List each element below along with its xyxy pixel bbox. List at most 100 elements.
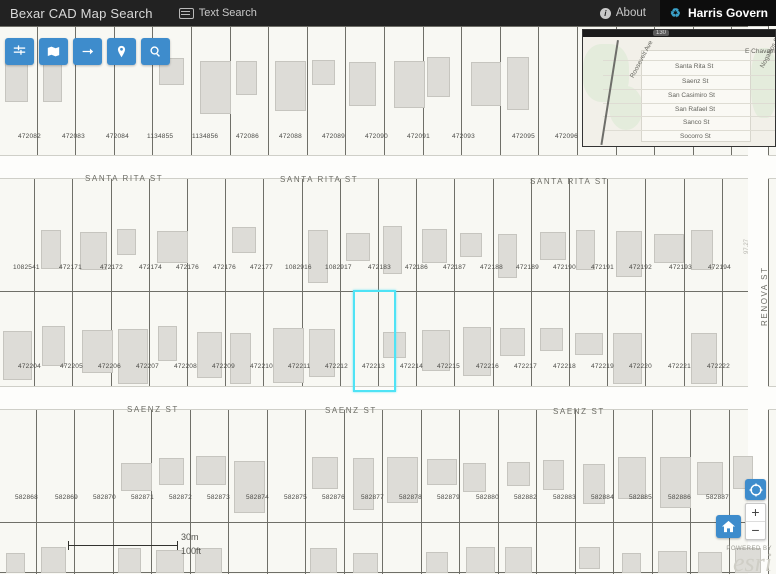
parcel-id-472192[interactable]: 472192 — [629, 264, 652, 271]
parcel-id-472215[interactable]: 472215 — [437, 363, 460, 370]
powered-by-label: POWERED BY — [726, 546, 772, 552]
parcel-id-472174[interactable]: 472174 — [139, 264, 162, 271]
parcel-id-472177[interactable]: 472177 — [250, 264, 273, 271]
home-button[interactable] — [716, 515, 741, 538]
map-canvas[interactable]: SANTA RITA ST SANTA RITA ST SANTA RITA ST S… — [0, 26, 776, 574]
parcel-id-472213[interactable]: 472213 — [362, 363, 385, 370]
parcel-id-472084[interactable]: 472084 — [106, 133, 129, 140]
parcel-id-472190[interactable]: 472190 — [553, 264, 576, 271]
parcel-id-472219[interactable]: 472219 — [591, 363, 614, 370]
parcel-id-472207[interactable]: 472207 — [136, 363, 159, 370]
search-button[interactable] — [141, 38, 170, 65]
parcel-id-472188[interactable]: 472188 — [480, 264, 503, 271]
parcel-id-472082[interactable]: 472082 — [18, 133, 41, 140]
parcel-id-472210[interactable]: 472210 — [250, 363, 273, 370]
parcel-boundary-v-b-10 — [378, 177, 379, 291]
overview-map[interactable]: 130 Santa Rita St Saenz St San Casimiro St… — [582, 29, 776, 147]
parcel-id-472089[interactable]: 472089 — [322, 133, 345, 140]
building-footprint — [583, 464, 605, 504]
parcel-id-472205[interactable]: 472205 — [60, 363, 83, 370]
parcel-id-472221[interactable]: 472221 — [668, 363, 691, 370]
building-footprint — [691, 333, 717, 384]
parcel-id-472220[interactable]: 472220 — [629, 363, 652, 370]
text-search-button[interactable]: Text Search — [178, 7, 257, 19]
parcel-id-472217[interactable]: 472217 — [514, 363, 537, 370]
parcel-id-472212[interactable]: 472212 — [325, 363, 348, 370]
parcel-id-582880[interactable]: 582880 — [476, 494, 499, 501]
parcel-id-582875[interactable]: 582875 — [284, 494, 307, 501]
parcel-id-582878[interactable]: 582878 — [399, 494, 422, 501]
parcel-id-582887[interactable]: 582887 — [706, 494, 729, 501]
parcel-boundary-v-d-1 — [36, 408, 37, 522]
parcel-id-472186[interactable]: 472186 — [405, 264, 428, 271]
parcel-id-472086[interactable]: 472086 — [236, 133, 259, 140]
parcel-id-472214[interactable]: 472214 — [400, 363, 423, 370]
parcel-id-472083[interactable]: 472083 — [62, 133, 85, 140]
parcel-id-472176[interactable]: 472176 — [176, 264, 199, 271]
parcel-id-582870[interactable]: 582870 — [93, 494, 116, 501]
building-footprint — [697, 462, 723, 495]
parcel-id-582872[interactable]: 582872 — [169, 494, 192, 501]
parcel-id-472091[interactable]: 472091 — [407, 133, 430, 140]
parcel-id-472209[interactable]: 472209 — [212, 363, 235, 370]
parcel-id-472183[interactable]: 472183 — [368, 264, 391, 271]
parcel-id-472095[interactable]: 472095 — [512, 133, 535, 140]
parcel-id-1134856[interactable]: 1134856 — [192, 133, 219, 140]
parcel-boundary-v-a-4 — [152, 26, 153, 155]
parcel-id-472204[interactable]: 472204 — [18, 363, 41, 370]
parcel-id-582883[interactable]: 582883 — [553, 494, 576, 501]
measure-button[interactable] — [73, 38, 102, 65]
parcel-id-472088[interactable]: 472088 — [279, 133, 302, 140]
parcel-id-582868[interactable]: 582868 — [15, 494, 38, 501]
parcel-id-582886[interactable]: 582886 — [668, 494, 691, 501]
parcel-id-582869[interactable]: 582869 — [55, 494, 78, 501]
parcel-id-472093[interactable]: 472093 — [452, 133, 475, 140]
parcel-id-582871[interactable]: 582871 — [131, 494, 154, 501]
parcel-id-472172[interactable]: 472172 — [100, 264, 123, 271]
parcel-id-1082916[interactable]: 1082916 — [285, 264, 312, 271]
scale-bar-line: 30m 100ft — [68, 532, 201, 556]
parcel-id-472191[interactable]: 472191 — [591, 264, 614, 271]
parcel-id-582873[interactable]: 582873 — [207, 494, 230, 501]
basemap-button[interactable] — [39, 38, 68, 65]
parcel-id-582874[interactable]: 582874 — [246, 494, 269, 501]
parcel-id-472218[interactable]: 472218 — [553, 363, 576, 370]
parcel-id-472211[interactable]: 472211 — [288, 363, 311, 370]
parcel-id-472189[interactable]: 472189 — [516, 264, 539, 271]
parcel-id-472222[interactable]: 472222 — [707, 363, 730, 370]
parcel-id-1134855[interactable]: 1134855 — [147, 133, 174, 140]
parcel-id-582884[interactable]: 582884 — [591, 494, 614, 501]
parcel-id-582879[interactable]: 582879 — [437, 494, 460, 501]
layers-filter-button[interactable] — [5, 38, 34, 65]
parcel-id-472176[interactable]: 472176 — [213, 264, 236, 271]
road-santa-rita — [0, 155, 776, 179]
building-footprint — [3, 331, 32, 380]
parcel-id-1082541[interactable]: 1082541 — [13, 264, 40, 271]
parcel-id-472171[interactable]: 472171 — [59, 264, 82, 271]
brand-logo[interactable]: ♻ Harris Govern — [659, 0, 776, 26]
about-button[interactable]: i About — [599, 7, 660, 19]
parcel-id-472194[interactable]: 472194 — [708, 264, 731, 271]
zoom-out-button[interactable]: − — [751, 522, 760, 538]
parcel-boundary-v-d-7 — [267, 408, 268, 522]
building-footprint — [466, 547, 495, 573]
parcel-id-1082917[interactable]: 1082917 — [325, 264, 352, 271]
parcel-id-472206[interactable]: 472206 — [98, 363, 121, 370]
parcel-boundary-v-c-15 — [569, 291, 570, 386]
zoom-in-button[interactable]: + — [746, 504, 765, 522]
parcel-id-582882[interactable]: 582882 — [514, 494, 537, 501]
overview-block — [641, 50, 751, 142]
parcel-id-582876[interactable]: 582876 — [322, 494, 345, 501]
selected-parcel-highlight[interactable] — [353, 290, 396, 392]
parcel-id-472193[interactable]: 472193 — [669, 264, 692, 271]
parcel-id-472208[interactable]: 472208 — [174, 363, 197, 370]
parcel-id-472187[interactable]: 472187 — [443, 264, 466, 271]
parcel-id-582877[interactable]: 582877 — [361, 494, 384, 501]
parcel-id-472090[interactable]: 472090 — [365, 133, 388, 140]
parcel-id-472216[interactable]: 472216 — [476, 363, 499, 370]
parcel-id-582885[interactable]: 582885 — [629, 494, 652, 501]
parcel-boundary-v-a-5 — [191, 26, 192, 155]
compass-button[interactable] — [745, 479, 766, 500]
marker-button[interactable] — [107, 38, 136, 65]
parcel-id-472096[interactable]: 472096 — [555, 133, 578, 140]
